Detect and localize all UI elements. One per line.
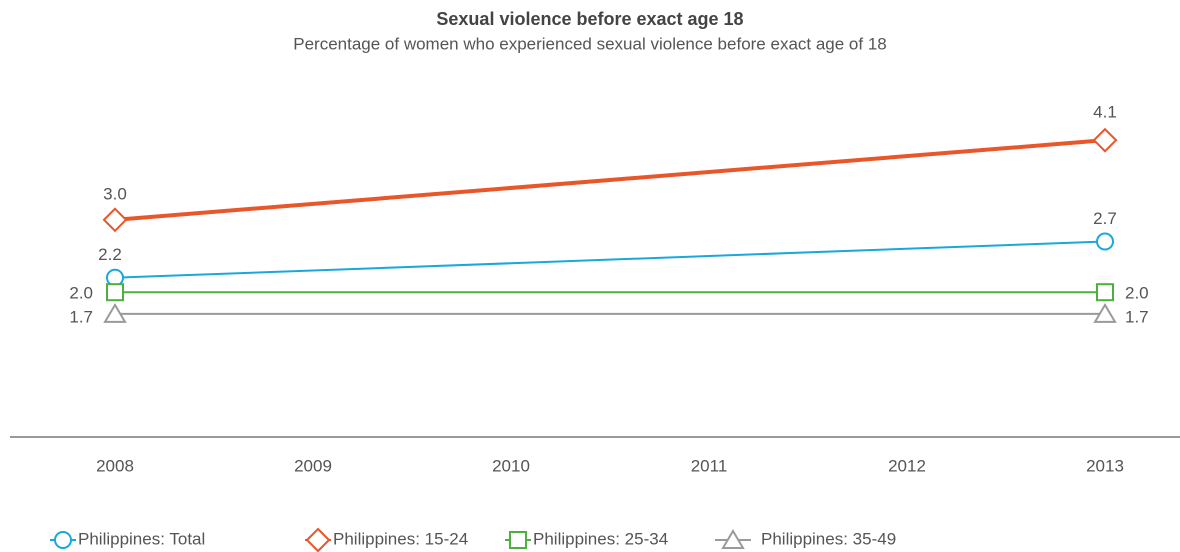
data-label: 2.7 (1093, 209, 1117, 228)
x-tick-label: 2010 (492, 456, 530, 475)
chart-subtitle: Percentage of women who experienced sexu… (293, 34, 887, 53)
x-tick-label: 2011 (691, 456, 728, 475)
marker (1096, 283, 1114, 302)
data-label: 2.0 (69, 284, 93, 303)
legend-item: Philippines: 15-24 (305, 527, 468, 552)
legend-label: Philippines: 35-49 (761, 529, 896, 548)
marker (509, 531, 527, 549)
legend-item: Philippines: 25-34 (505, 529, 668, 549)
marker (1096, 232, 1114, 251)
data-label: 2.2 (98, 245, 122, 264)
x-tick-label: 2013 (1086, 456, 1124, 475)
data-label: 2.0 (1125, 284, 1149, 303)
marker (1093, 302, 1117, 323)
chart-title: Sexual violence before exact age 18 (436, 9, 743, 29)
marker (102, 207, 128, 233)
series-line (114, 240, 1106, 279)
data-label: 3.0 (103, 184, 127, 203)
data-label: 1.7 (69, 307, 93, 326)
legend-label: Philippines: Total (78, 529, 205, 548)
data-label: 4.1 (1093, 103, 1117, 122)
x-tick-label: 2008 (96, 456, 134, 475)
legend-item: Philippines: Total (50, 529, 205, 549)
x-tick-label: 2009 (294, 456, 332, 475)
data-label: 1.7 (1125, 307, 1149, 326)
marker (305, 527, 331, 552)
marker (1092, 127, 1118, 153)
marker (721, 529, 745, 549)
marker (106, 283, 124, 302)
legend-label: Philippines: 25-34 (533, 529, 668, 548)
x-tick-label: 2012 (888, 456, 926, 475)
legend-item: Philippines: 35-49 (715, 529, 896, 549)
series-line (114, 138, 1106, 222)
legend-label: Philippines: 15-24 (333, 529, 468, 548)
marker (103, 302, 127, 323)
marker (54, 531, 72, 549)
